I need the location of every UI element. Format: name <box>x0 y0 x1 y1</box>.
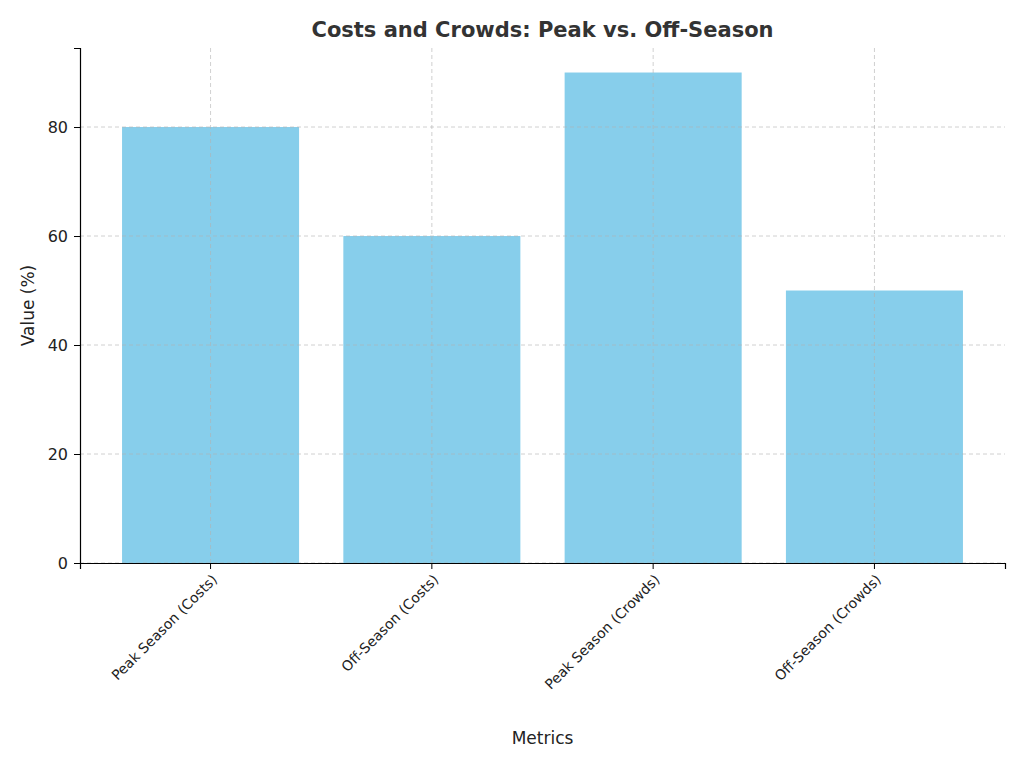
grid <box>80 48 1005 563</box>
tick-label: Peak Season (Crowds) <box>542 571 663 692</box>
tick: Peak Season (Costs) <box>108 563 220 683</box>
tick-label: 80 <box>48 118 68 137</box>
tick-mark <box>74 454 80 455</box>
tick-mark <box>210 563 211 569</box>
tick-label: 60 <box>48 227 68 246</box>
tick-label: Off-Season (Crowds) <box>771 571 884 684</box>
grid-line <box>80 345 1005 346</box>
tick-mark <box>431 563 432 569</box>
bars <box>122 73 963 563</box>
tick-mark <box>74 563 80 564</box>
tick: 20 <box>48 445 80 464</box>
tick: Off-Season (Costs) <box>338 563 441 675</box>
tick-mark <box>74 236 80 237</box>
tick-label: Off-Season (Costs) <box>338 571 441 674</box>
y-axis-title: Value (%) <box>18 265 38 347</box>
tick: Off-Season (Crowds) <box>771 563 884 684</box>
tick-mark <box>874 563 875 569</box>
axis-line <box>74 49 81 564</box>
grid-line <box>210 48 211 563</box>
tick-mark <box>653 563 654 569</box>
tick-label: 0 <box>58 554 68 573</box>
grid-line <box>80 236 1005 237</box>
tick: Peak Season (Crowds) <box>542 563 663 692</box>
x-axis: Peak Season (Costs) Off-Season (Costs) Pea… <box>81 563 1006 692</box>
grid-line <box>431 48 432 563</box>
grid-line <box>874 48 875 563</box>
tick-label: 40 <box>48 336 68 355</box>
tick: 40 <box>48 336 80 355</box>
y-axis: 0 20 40 60 80 <box>48 49 81 573</box>
tick-label: 20 <box>48 445 68 464</box>
grid-line <box>80 454 1005 455</box>
tick: 0 <box>58 554 80 573</box>
grid-line <box>80 127 1005 128</box>
axis-line <box>81 564 1006 570</box>
tick-label: Peak Season (Costs) <box>108 571 220 683</box>
title: Costs and Crowds: Peak vs. Off-Season <box>311 18 773 42</box>
x-axis-title: Metrics <box>512 728 574 748</box>
grid-line <box>653 48 654 563</box>
chart: 0 20 40 60 80 Peak Season (Costs) Off-Season (… <box>0 0 1024 768</box>
tick-mark <box>74 127 80 128</box>
tick: 80 <box>48 118 80 137</box>
tick-mark <box>74 345 80 346</box>
tick: 60 <box>48 227 80 246</box>
